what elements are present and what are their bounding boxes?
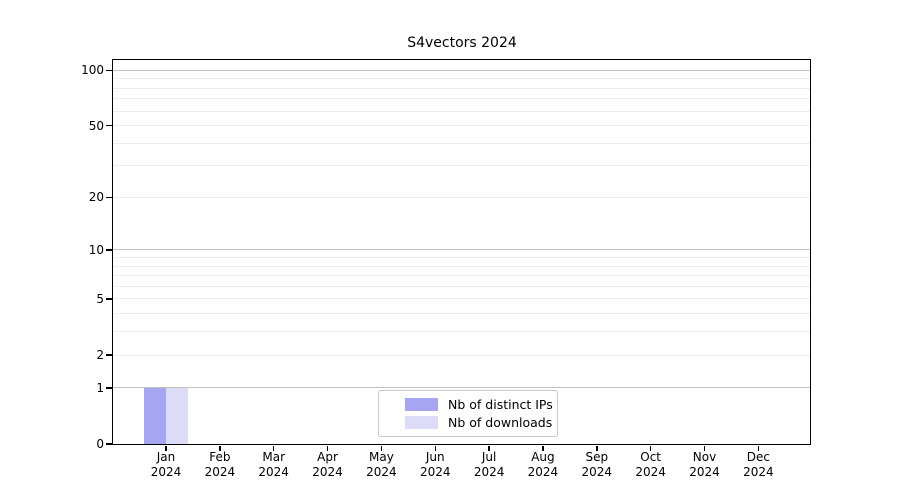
x-tick-label: Nov 2024: [689, 449, 720, 479]
x-tick-mark: [380, 445, 383, 451]
x-tick-mark: [272, 445, 275, 451]
x-tick-label: Feb 2024: [204, 449, 236, 479]
minor-gridline: [113, 313, 811, 315]
x-tick-mark: [542, 445, 544, 451]
x-tick-mark: [219, 445, 221, 451]
y-tick-label: 5: [96, 291, 104, 306]
x-tick-label: Apr 2024: [312, 449, 343, 479]
legend-label-distinct-ips: Nb of distinct IPs: [448, 397, 553, 413]
legend-swatch-downloads: [405, 415, 438, 429]
y-tick-mark: [106, 387, 112, 389]
x-tick-mark: [326, 445, 329, 451]
x-tick-label: Jan 2024: [150, 449, 182, 479]
x-tick-mark: [649, 445, 652, 451]
x-tick-label: Sep 2024: [581, 449, 613, 479]
legend-label-downloads: Nb of downloads: [448, 414, 553, 430]
minor-gridline: [113, 165, 811, 167]
legend-item-downloads: Nb of downloads: [405, 414, 557, 432]
y-tick-mark: [106, 69, 112, 72]
minor-gridline: [113, 298, 811, 300]
minor-gridline: [113, 87, 811, 89]
y-tick-mark: [106, 124, 112, 127]
y-tick-mark: [106, 298, 112, 300]
minor-gridline: [113, 110, 811, 112]
minor-gridline: [113, 354, 811, 356]
x-tick-label: May 2024: [366, 449, 397, 479]
x-tick-mark: [757, 445, 760, 451]
y-tick-mark: [106, 196, 112, 199]
x-tick-label: Aug 2024: [527, 449, 559, 479]
y-tick-label: 2: [96, 348, 104, 363]
y-tick-label: 0: [96, 437, 104, 451]
x-tick-label: Dec 2024: [743, 449, 774, 479]
y-tick-label: 10: [88, 242, 104, 257]
minor-gridline: [113, 142, 811, 144]
minor-gridline: [113, 331, 811, 333]
minor-gridline: [113, 275, 811, 277]
minor-gridline: [113, 265, 811, 267]
x-tick-mark: [703, 445, 706, 451]
x-tick-label: Jul 2024: [473, 449, 505, 479]
x-tick-label: Oct 2024: [635, 449, 666, 479]
minor-gridline: [113, 78, 811, 80]
y-tick-mark: [106, 443, 112, 445]
bar-downloads: [166, 387, 188, 444]
x-tick-mark: [165, 445, 167, 451]
minor-gridline: [113, 257, 811, 259]
y-tick-mark: [106, 249, 112, 251]
legend: Nb of distinct IPs Nb of downloads: [378, 390, 558, 437]
major-gridline: [113, 387, 811, 389]
y-tick-label: 20: [88, 190, 104, 205]
y-tick-label: 100: [81, 63, 104, 78]
minor-gridline: [113, 196, 811, 198]
legend-item-distinct-ips: Nb of distinct IPs: [405, 396, 557, 414]
x-tick-mark: [596, 445, 598, 451]
y-tick-label: 50: [88, 118, 104, 133]
major-gridline: [113, 249, 811, 251]
legend-swatch-distinct-ips: [405, 398, 438, 412]
minor-gridline: [113, 98, 811, 100]
x-tick-mark: [434, 445, 436, 451]
minor-gridline: [113, 285, 811, 287]
minor-gridline: [113, 125, 811, 127]
chart-title: S4vectors 2024: [407, 35, 517, 51]
major-gridline: [113, 69, 811, 71]
x-tick-mark: [488, 445, 490, 451]
y-tick-label: 1: [96, 380, 104, 395]
x-tick-label: Jun 2024: [419, 449, 451, 479]
y-tick-mark: [106, 354, 112, 356]
x-tick-label: Mar 2024: [258, 449, 289, 479]
bar-distinct-ips: [144, 387, 166, 444]
